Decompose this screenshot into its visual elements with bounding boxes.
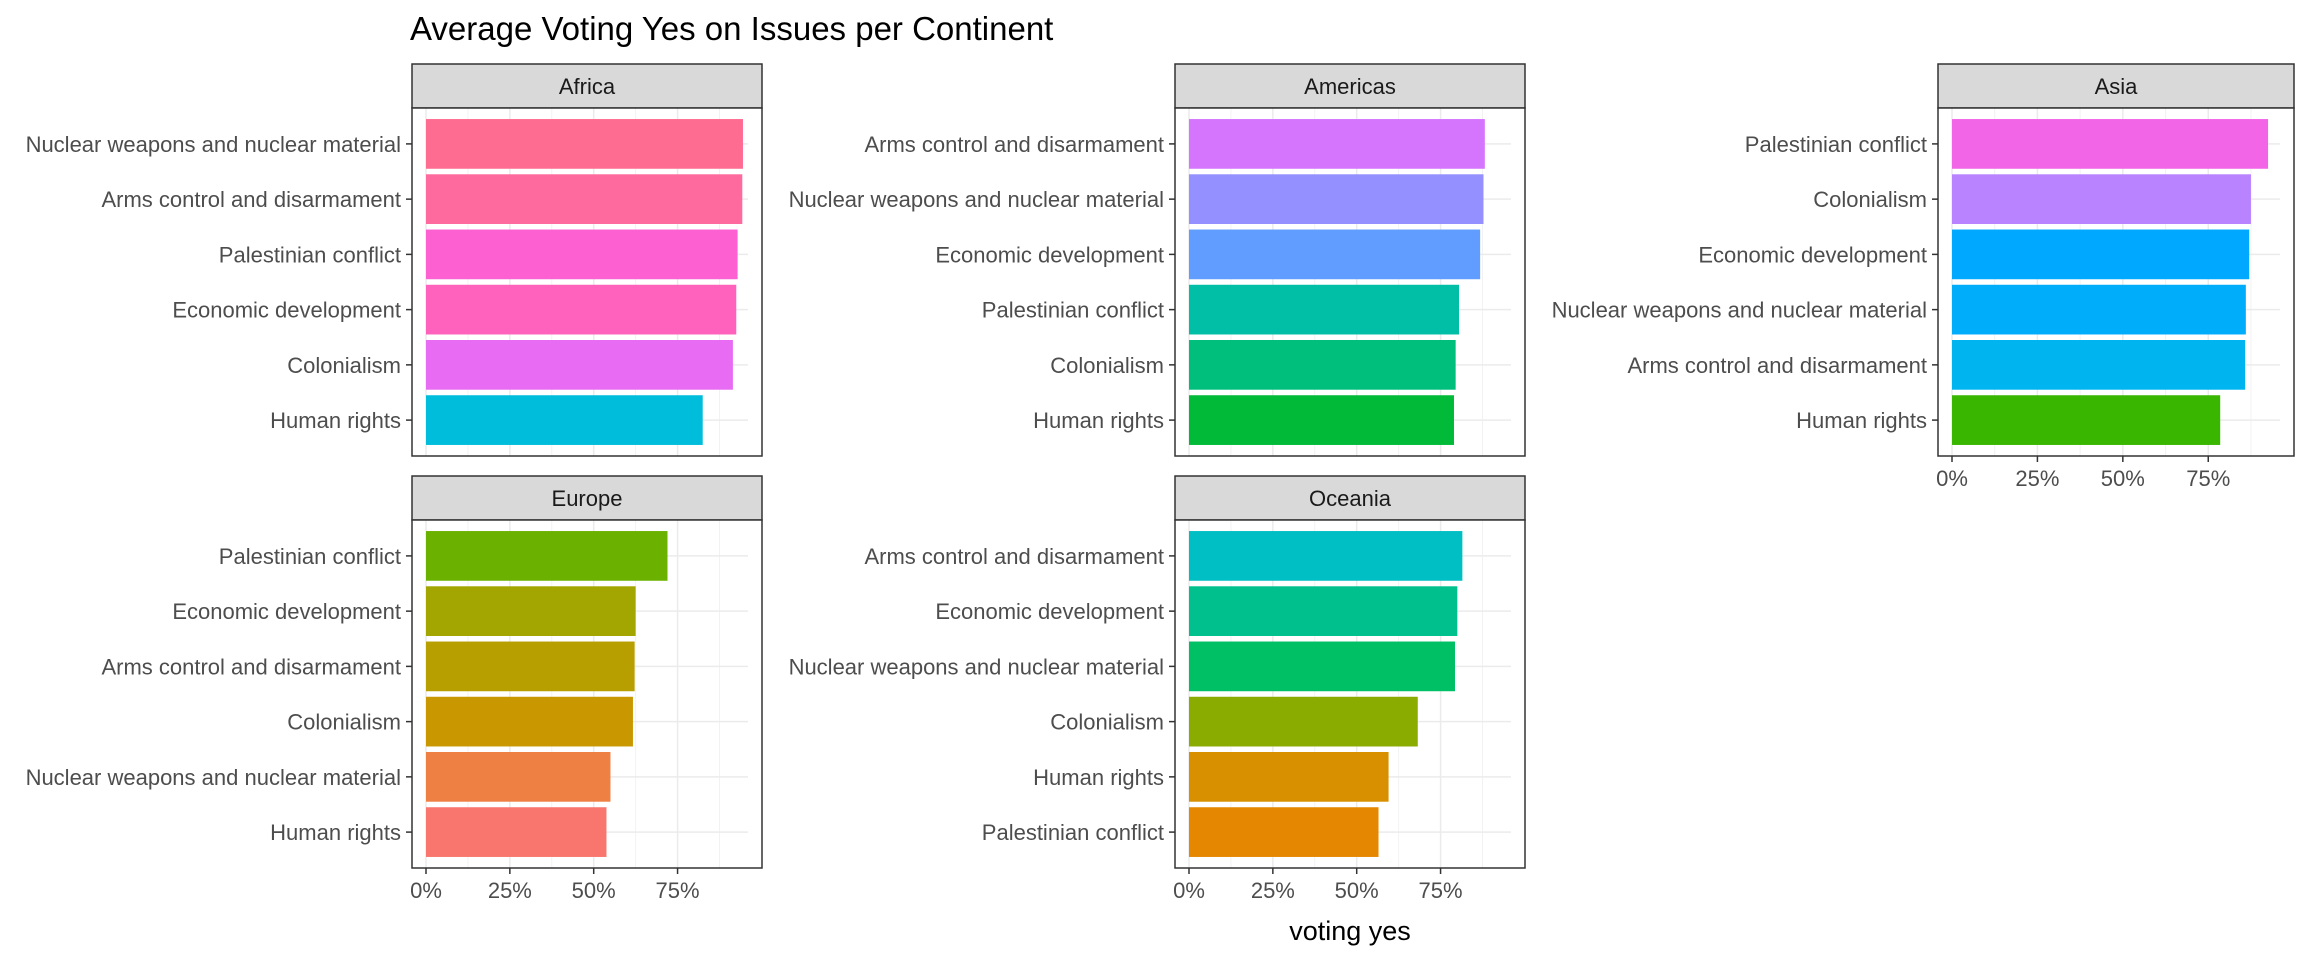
facet-americas: Americas Arms control and disarmament Nucl… (789, 63, 1526, 457)
category-label: Arms control and disarmament (864, 132, 1164, 157)
bar (426, 752, 611, 802)
facet-strip-label: Europe (552, 486, 623, 511)
facet-strip-label: Americas (1304, 74, 1396, 99)
plot-border (1174, 519, 1526, 869)
category-label: Human rights (1796, 408, 1927, 433)
bar (1189, 229, 1481, 280)
x-tick-label: 75% (2186, 466, 2230, 491)
facet-africa: Africa Nuclear weapons and nuclear materi… (26, 63, 763, 457)
category-label: Human rights (270, 408, 401, 433)
bar (426, 696, 633, 747)
facet-strip (411, 63, 763, 109)
category-label: Economic development (1698, 242, 1927, 267)
plot-border (1174, 107, 1526, 457)
facet-asia: Asia Palestinian conflict Colonialism Econo… (1552, 63, 2295, 491)
facet-strip (1174, 63, 1526, 109)
category-label: Palestinian conflict (982, 298, 1164, 323)
category-label: Colonialism (1050, 710, 1164, 735)
x-tick-label: 25% (488, 878, 532, 903)
bar (1189, 641, 1455, 692)
facet-europe: Europe Palestinian conflict Economic devel… (26, 475, 763, 903)
facet-strip-label: Asia (2095, 74, 2139, 99)
facet-strip (1937, 63, 2295, 109)
category-label: Colonialism (287, 353, 401, 378)
category-label: Arms control and disarmament (864, 544, 1164, 569)
category-label: Palestinian conflict (1745, 132, 1927, 157)
category-label: Palestinian conflict (219, 242, 401, 267)
facet-oceania: Oceania Arms control and disarmament Econo… (789, 475, 1526, 903)
bar (426, 284, 737, 335)
x-tick-label: 75% (656, 878, 700, 903)
category-label: Colonialism (287, 710, 401, 735)
bar (1189, 284, 1460, 335)
category-label: Economic development (935, 242, 1164, 267)
bar (426, 641, 635, 692)
bar (1952, 284, 2246, 335)
category-label: Nuclear weapons and nuclear material (789, 187, 1164, 212)
x-axis-title: voting yes (1289, 916, 1411, 946)
category-label: Economic development (172, 599, 401, 624)
facet-strip (1174, 475, 1526, 521)
bar (1952, 340, 2246, 390)
x-axis: 0% 25% 50% 75% (1936, 456, 2230, 491)
plot-border (411, 107, 763, 457)
plot-border (1937, 107, 2295, 457)
bar (1189, 395, 1454, 445)
x-tick-label: 0% (1936, 466, 1968, 491)
bar (1189, 586, 1458, 636)
category-label: Nuclear weapons and nuclear material (26, 765, 401, 790)
x-axis: 0% 25% 50% 75% (410, 868, 700, 903)
category-label: Human rights (1033, 408, 1164, 433)
bar (1952, 229, 2250, 280)
bar (1189, 696, 1418, 747)
facet-strip-label: Oceania (1309, 486, 1392, 511)
category-label: Nuclear weapons and nuclear material (789, 654, 1164, 679)
category-label: Arms control and disarmament (101, 654, 401, 679)
category-label: Palestinian conflict (219, 544, 401, 569)
category-label: Nuclear weapons and nuclear material (26, 132, 401, 157)
category-label: Economic development (172, 298, 401, 323)
bar (1189, 531, 1463, 581)
category-label: Human rights (1033, 765, 1164, 790)
bar (426, 395, 703, 445)
x-tick-label: 0% (410, 878, 442, 903)
bar (1189, 752, 1389, 802)
bar (426, 340, 733, 390)
bar (1189, 340, 1456, 390)
x-tick-label: 0% (1173, 878, 1205, 903)
bar (426, 531, 668, 581)
facet-panels: Africa Nuclear weapons and nuclear materi… (26, 63, 2295, 903)
bar (1952, 119, 2269, 169)
bar (1189, 807, 1379, 857)
category-label: Nuclear weapons and nuclear material (1552, 298, 1927, 323)
category-label: Arms control and disarmament (1627, 353, 1927, 378)
bar (1952, 395, 2221, 445)
bar (426, 586, 636, 636)
bar (426, 174, 743, 224)
x-tick-label: 25% (1251, 878, 1295, 903)
chart-title: Average Voting Yes on Issues per Contine… (410, 10, 1053, 47)
category-label: Colonialism (1813, 187, 1927, 212)
x-tick-label: 50% (2101, 466, 2145, 491)
facet-strip (411, 475, 763, 521)
x-tick-label: 75% (1419, 878, 1463, 903)
bar (1952, 174, 2251, 224)
category-label: Human rights (270, 820, 401, 845)
x-axis: 0% 25% 50% 75% (1173, 868, 1463, 903)
category-label: Economic development (935, 599, 1164, 624)
x-tick-label: 50% (1335, 878, 1379, 903)
bar (1189, 119, 1485, 169)
category-label: Arms control and disarmament (101, 187, 401, 212)
category-label: Colonialism (1050, 353, 1164, 378)
category-label: Palestinian conflict (982, 820, 1164, 845)
plot-border (411, 519, 763, 869)
x-tick-label: 25% (2015, 466, 2059, 491)
bar (426, 807, 607, 857)
bar (1189, 174, 1484, 224)
bar (426, 119, 743, 169)
bar (426, 229, 738, 280)
x-tick-label: 50% (572, 878, 616, 903)
facet-strip-label: Africa (559, 74, 616, 99)
